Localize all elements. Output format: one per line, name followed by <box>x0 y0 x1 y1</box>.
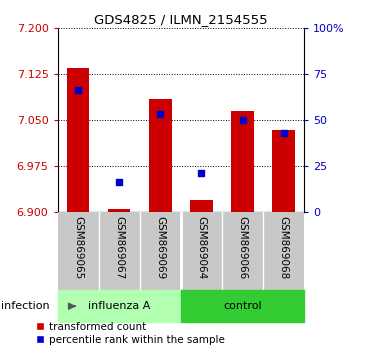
Point <box>157 112 163 117</box>
Legend: transformed count, percentile rank within the sample: transformed count, percentile rank withi… <box>31 317 229 349</box>
Bar <box>149 99 172 212</box>
Bar <box>58 290 181 322</box>
Text: GSM869067: GSM869067 <box>114 216 124 280</box>
Title: GDS4825 / ILMN_2154555: GDS4825 / ILMN_2154555 <box>94 13 267 26</box>
Text: infection: infection <box>1 301 50 311</box>
Point <box>75 87 81 92</box>
Text: GSM869069: GSM869069 <box>155 216 165 280</box>
Text: control: control <box>223 301 262 311</box>
Bar <box>231 111 254 212</box>
Text: GSM869066: GSM869066 <box>237 216 247 280</box>
Bar <box>190 200 213 212</box>
Point <box>116 179 122 184</box>
Text: GSM869068: GSM869068 <box>279 216 289 280</box>
Text: influenza A: influenza A <box>88 301 150 311</box>
Text: GSM869064: GSM869064 <box>196 216 206 280</box>
Point <box>198 170 204 175</box>
Point <box>281 130 287 136</box>
Text: GSM869065: GSM869065 <box>73 216 83 280</box>
Bar <box>108 209 131 212</box>
Bar <box>67 68 89 212</box>
Point <box>240 118 246 123</box>
Bar <box>272 130 295 212</box>
Bar <box>181 290 304 322</box>
